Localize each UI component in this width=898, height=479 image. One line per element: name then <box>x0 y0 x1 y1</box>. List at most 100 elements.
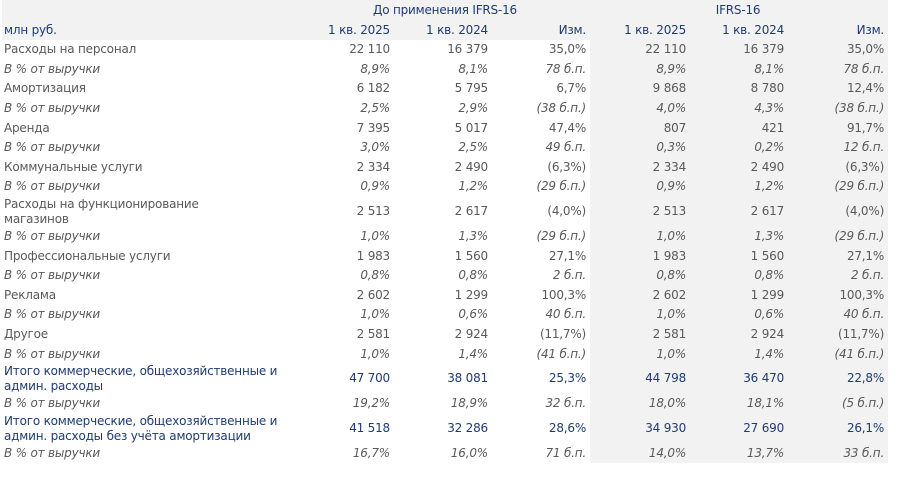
cell: 12,4% <box>788 79 889 99</box>
cell: 22 110 <box>590 40 691 60</box>
cell: 32 286 <box>447 421 488 435</box>
table-row: В % от выручки 0,9% 1,2% (29 б.п.) 0,9% 1,2%(… <box>2 177 889 197</box>
column-header: 1 кв. 2024 <box>394 20 492 40</box>
table-row: В % от выручки 8,9% 8,1% 78 б.п. 8,9% 8,1% 78 … <box>2 59 889 80</box>
cell: 0,8% <box>360 268 390 283</box>
cell: 0,3% <box>590 137 691 158</box>
cell: 22,8% <box>788 363 889 394</box>
cell: 2 924 <box>690 324 789 345</box>
cell: (11,7%) <box>539 327 587 342</box>
cell: (38 б.п.) <box>788 98 889 119</box>
column-header: 1 кв. 2025 <box>590 20 691 40</box>
cell: 1 560 <box>454 248 489 263</box>
label-text: Реклама <box>4 287 56 302</box>
cell: 6 182 <box>356 81 391 96</box>
cell: 2 581 <box>356 327 391 342</box>
cell: 0,8% <box>690 265 789 286</box>
cell: 0,9% <box>360 179 390 194</box>
row-label: В % от выручки <box>2 344 302 364</box>
table-row: Коммунальные услуги 2 334 2 490 (6,3%) 2 334… <box>2 157 889 178</box>
cell: 32 б.п. <box>545 396 587 411</box>
cell: 1,0% <box>360 229 390 244</box>
cell: 2,5% <box>360 101 390 116</box>
cell: 35,0% <box>548 42 587 57</box>
cell: 14,0% <box>590 443 691 464</box>
column-header: 1 кв. 2024 <box>690 20 789 40</box>
row-label: Итого коммерческие, общехозяйственные и … <box>2 364 302 394</box>
label-text: В % от выручки <box>4 307 101 322</box>
cell: 18,0% <box>590 393 691 414</box>
cell: 1 560 <box>690 246 789 266</box>
cell: 1,3% <box>690 226 789 247</box>
row-label: Расходы на функционирование магазинов <box>2 197 302 227</box>
label-text: В % от выручки <box>4 229 101 244</box>
cell: 13,7% <box>690 443 789 464</box>
row-label: Другое <box>2 325 302 345</box>
cell: (29 б.п.) <box>788 226 889 247</box>
cell: 4,0% <box>590 98 691 119</box>
cell: 5 795 <box>454 81 489 96</box>
cell: 6,7% <box>556 81 587 96</box>
cell: 1,0% <box>360 307 390 322</box>
table-body: До применения IFRS-16 IFRS-16 млн руб. 1 кв… <box>2 0 889 464</box>
table-row: Профессиональные услуги 1 983 1 560 27,1% 1 … <box>2 246 889 266</box>
label-text: В % от выручки <box>4 346 101 361</box>
cell: 8,9% <box>590 59 691 80</box>
table-row: Расходы на персонал 22 110 16 379 35,0% 22 1… <box>2 40 889 60</box>
cell: 0,8% <box>458 268 488 283</box>
table-row: Реклама 2 602 1 299 100,3% 2 602 1 299 100,3% <box>2 285 889 306</box>
cell: 18,9% <box>450 396 488 411</box>
cell: 2 513 <box>590 196 691 227</box>
row-label: В % от выручки <box>2 305 302 325</box>
expense-table: До применения IFRS-16 IFRS-16 млн руб. 1 кв… <box>2 0 889 464</box>
cell: 0,8% <box>590 265 691 286</box>
cell: (38 б.п.) <box>536 101 587 116</box>
cell: 34 930 <box>590 413 691 444</box>
cell: 1,0% <box>360 346 390 361</box>
row-label: Амортизация <box>2 79 302 99</box>
cell: 27,1% <box>548 248 587 263</box>
label-text: Итого коммерческие, общехозяйственные и … <box>4 363 278 393</box>
column-header-row: млн руб. 1 кв. 2025 1 кв. 2024 Изм. 1 кв. 20… <box>2 20 889 40</box>
table-row: В % от выручки 2,5% 2,9% (38 б.п.) 4,0% 4,3%(… <box>2 98 889 119</box>
label-text: В % от выручки <box>4 101 101 116</box>
cell: 2 513 <box>356 204 391 219</box>
label-text: В % от выручки <box>4 445 101 460</box>
cell: 16 379 <box>447 42 488 57</box>
row-label: В % от выручки <box>2 394 302 414</box>
row-label: Расходы на персонал <box>2 40 302 60</box>
label-text: Расходы на функционирование магазинов <box>4 196 199 226</box>
label-text: Расходы на персонал <box>4 42 137 57</box>
cell: 1,0% <box>590 305 691 325</box>
label-text: Аренда <box>4 120 50 135</box>
cell: 807 <box>590 118 691 138</box>
cell: 27 690 <box>690 413 789 444</box>
column-header: Изм. <box>788 20 889 40</box>
cell: 2,5% <box>458 140 488 155</box>
cell: 16,0% <box>450 445 488 460</box>
cell: (29 б.п.) <box>536 179 587 194</box>
cell: 19,2% <box>352 396 390 411</box>
row-label: В % от выручки <box>2 227 302 247</box>
column-header: Изм. <box>492 20 591 40</box>
cell: 78 б.п. <box>788 59 889 80</box>
cell: 5 017 <box>454 120 489 135</box>
label-text: В % от выручки <box>4 396 101 411</box>
table-row: Другое 2 581 2 924 (11,7%) 2 581 2 924 (11,7%) <box>2 324 889 345</box>
cell: 1 983 <box>590 246 691 266</box>
cell: (6,3%) <box>547 159 587 174</box>
label-text: Коммунальные услуги <box>4 159 143 174</box>
table-row: Аренда 7 395 5 017 47,4% 807 421 91,7% <box>2 118 889 138</box>
cell: 100,3% <box>541 287 587 302</box>
cell: (29 б.п.) <box>536 229 587 244</box>
cell: 2 602 <box>356 287 391 302</box>
cell: 1,2% <box>690 177 789 197</box>
row-label: В % от выручки <box>2 444 302 464</box>
cell: 2 б.п. <box>552 268 587 283</box>
label-text: Другое <box>4 327 48 342</box>
row-label: Профессиональные услуги <box>2 246 302 266</box>
cell: 25,3% <box>548 371 587 386</box>
cell: 36 470 <box>690 363 789 394</box>
row-label: Реклама <box>2 286 302 306</box>
